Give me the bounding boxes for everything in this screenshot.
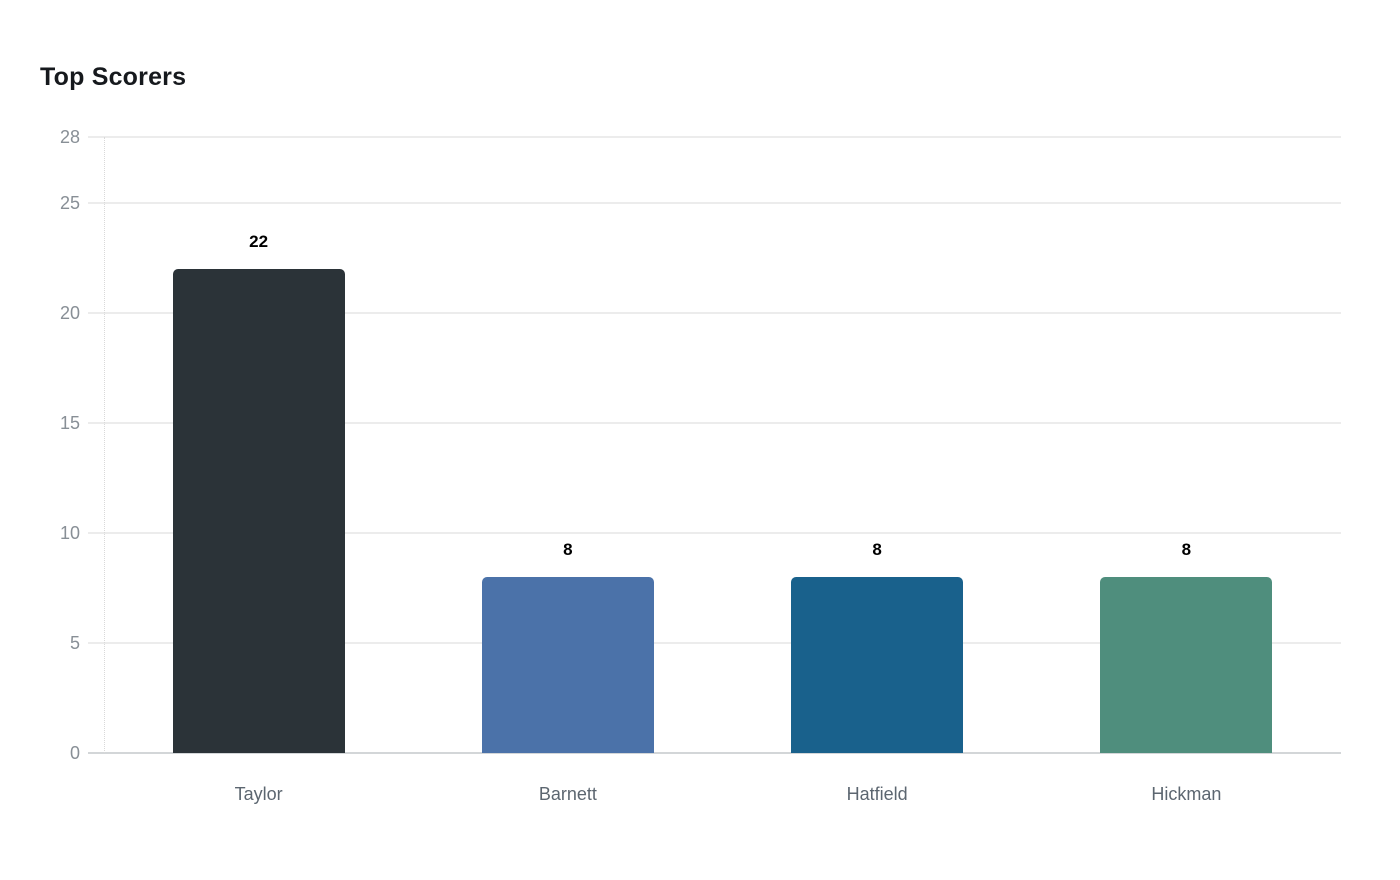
- bar: [172, 269, 345, 753]
- bar-value-label: 22: [249, 232, 269, 251]
- bar-value-label: 8: [563, 540, 573, 559]
- bar: [791, 577, 964, 753]
- x-axis-label: Barnett: [538, 784, 597, 804]
- chart-title: Top Scorers: [40, 63, 187, 91]
- bar-value-label: 8: [872, 540, 882, 559]
- gridline: [88, 422, 1341, 424]
- y-tick-label: 0: [69, 743, 80, 763]
- x-axis-label: Hatfield: [846, 784, 908, 804]
- gridline: [88, 136, 1341, 138]
- gridline: [88, 642, 1341, 644]
- x-axis-label: Hickman: [1151, 784, 1222, 804]
- gridline: [88, 532, 1341, 534]
- x-axis-label: Taylor: [234, 784, 283, 804]
- gridline: [88, 312, 1341, 314]
- x-axis-line: [88, 752, 1341, 754]
- y-tick-label: 5: [69, 633, 80, 653]
- bar-value-label: 8: [1181, 540, 1192, 559]
- y-tick-label: 25: [59, 193, 80, 213]
- gridline: [88, 202, 1341, 204]
- y-tick-label: 20: [59, 303, 80, 323]
- y-tick-label: 15: [59, 413, 80, 433]
- bar: [481, 577, 654, 753]
- y-tick-label: 10: [59, 523, 80, 543]
- y-tick-label: 28: [59, 127, 80, 147]
- bar: [1100, 577, 1273, 753]
- y-axis-line: [104, 137, 105, 753]
